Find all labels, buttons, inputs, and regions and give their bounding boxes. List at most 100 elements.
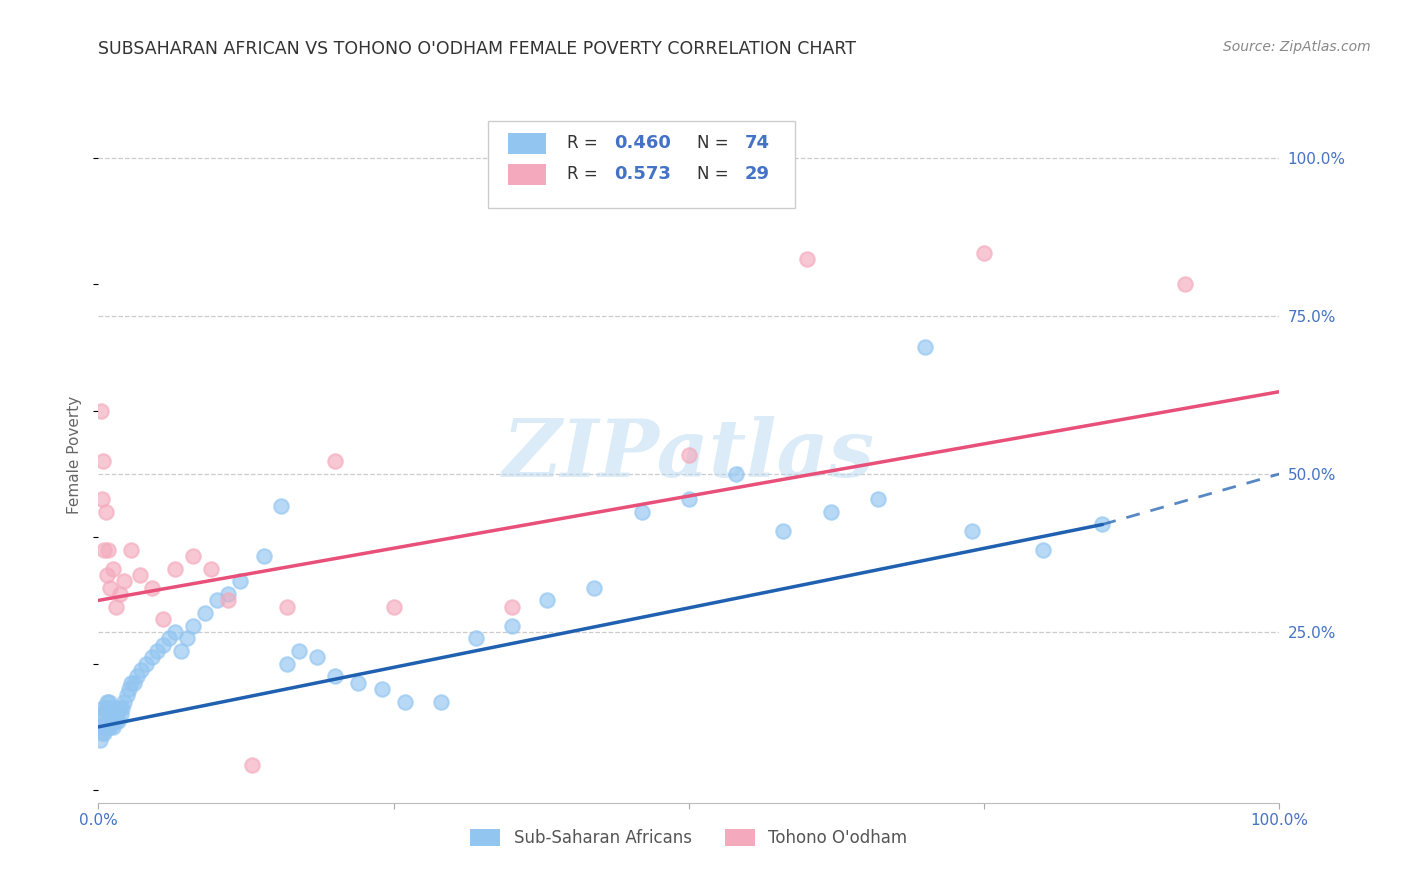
Point	[270, 499, 292, 513]
Point	[371, 681, 394, 696]
Point	[91, 454, 114, 468]
Y-axis label: Female Poverty: Female Poverty	[67, 396, 83, 514]
Text: R =: R =	[567, 134, 603, 152]
Point	[101, 707, 124, 722]
Point	[135, 657, 157, 671]
Point	[536, 593, 558, 607]
Point	[382, 599, 405, 614]
Point	[128, 568, 150, 582]
Point	[96, 714, 118, 728]
Point	[91, 707, 114, 722]
Point	[1174, 277, 1197, 292]
Point	[98, 714, 121, 728]
Text: Source: ZipAtlas.com: Source: ZipAtlas.com	[1223, 40, 1371, 54]
Point	[112, 574, 135, 589]
Point	[141, 650, 163, 665]
Point	[276, 657, 298, 671]
Point	[866, 492, 889, 507]
Point	[93, 726, 115, 740]
Point	[111, 701, 134, 715]
Point	[229, 574, 252, 589]
Point	[97, 720, 120, 734]
FancyBboxPatch shape	[508, 164, 546, 185]
Point	[165, 562, 187, 576]
Point	[820, 505, 842, 519]
Point	[96, 695, 118, 709]
Point	[1032, 542, 1054, 557]
Point	[772, 524, 794, 538]
Text: 29: 29	[744, 165, 769, 183]
Point	[129, 663, 152, 677]
Point	[973, 245, 995, 260]
Text: SUBSAHARAN AFRICAN VS TOHONO O'ODHAM FEMALE POVERTY CORRELATION CHART: SUBSAHARAN AFRICAN VS TOHONO O'ODHAM FEM…	[98, 40, 856, 58]
Text: N =: N =	[697, 134, 734, 152]
Point	[725, 467, 748, 481]
Point	[240, 757, 263, 772]
Point	[108, 587, 131, 601]
Point	[90, 403, 112, 417]
Text: ZIPatlas: ZIPatlas	[503, 417, 875, 493]
Point	[93, 707, 115, 722]
Point	[157, 632, 180, 646]
Point	[347, 675, 370, 690]
Point	[100, 701, 122, 715]
Point	[91, 701, 114, 715]
Point	[323, 669, 346, 683]
Point	[152, 612, 174, 626]
Point	[90, 720, 112, 734]
Point	[583, 581, 606, 595]
Point	[105, 599, 128, 614]
Point	[181, 618, 204, 632]
Point	[678, 448, 700, 462]
Point	[165, 625, 187, 640]
Point	[253, 549, 276, 563]
Text: R =: R =	[567, 165, 603, 183]
Point	[98, 707, 121, 722]
Point	[394, 695, 416, 709]
Point	[122, 675, 145, 690]
Text: 0.460: 0.460	[614, 134, 672, 152]
Point	[962, 524, 984, 538]
Point	[127, 669, 149, 683]
Point	[276, 599, 298, 614]
Point	[796, 252, 818, 266]
Point	[93, 542, 115, 557]
Point	[94, 505, 117, 519]
Text: 74: 74	[744, 134, 769, 152]
Point	[98, 720, 121, 734]
Point	[118, 681, 141, 696]
Point	[115, 688, 138, 702]
Point	[100, 714, 122, 728]
Point	[305, 650, 328, 665]
FancyBboxPatch shape	[488, 121, 796, 208]
Point	[1091, 517, 1114, 532]
Point	[98, 581, 121, 595]
Point	[501, 599, 523, 614]
Point	[430, 695, 453, 709]
Text: N =: N =	[697, 165, 734, 183]
Point	[217, 593, 239, 607]
Point	[176, 632, 198, 646]
Point	[103, 714, 125, 728]
Point	[94, 701, 117, 715]
Point	[105, 707, 128, 722]
Point	[200, 562, 222, 576]
Point	[141, 581, 163, 595]
Point	[101, 562, 124, 576]
Point	[101, 720, 124, 734]
Point	[121, 542, 143, 557]
Point	[121, 675, 143, 690]
Point	[91, 726, 114, 740]
Point	[152, 638, 174, 652]
Point	[501, 618, 523, 632]
Point	[181, 549, 204, 563]
Point	[146, 644, 169, 658]
Point	[97, 701, 120, 715]
Point	[323, 454, 346, 468]
Point	[630, 505, 652, 519]
Point	[288, 644, 311, 658]
Point	[91, 492, 114, 507]
FancyBboxPatch shape	[508, 133, 546, 153]
Point	[108, 701, 131, 715]
Point	[170, 644, 193, 658]
